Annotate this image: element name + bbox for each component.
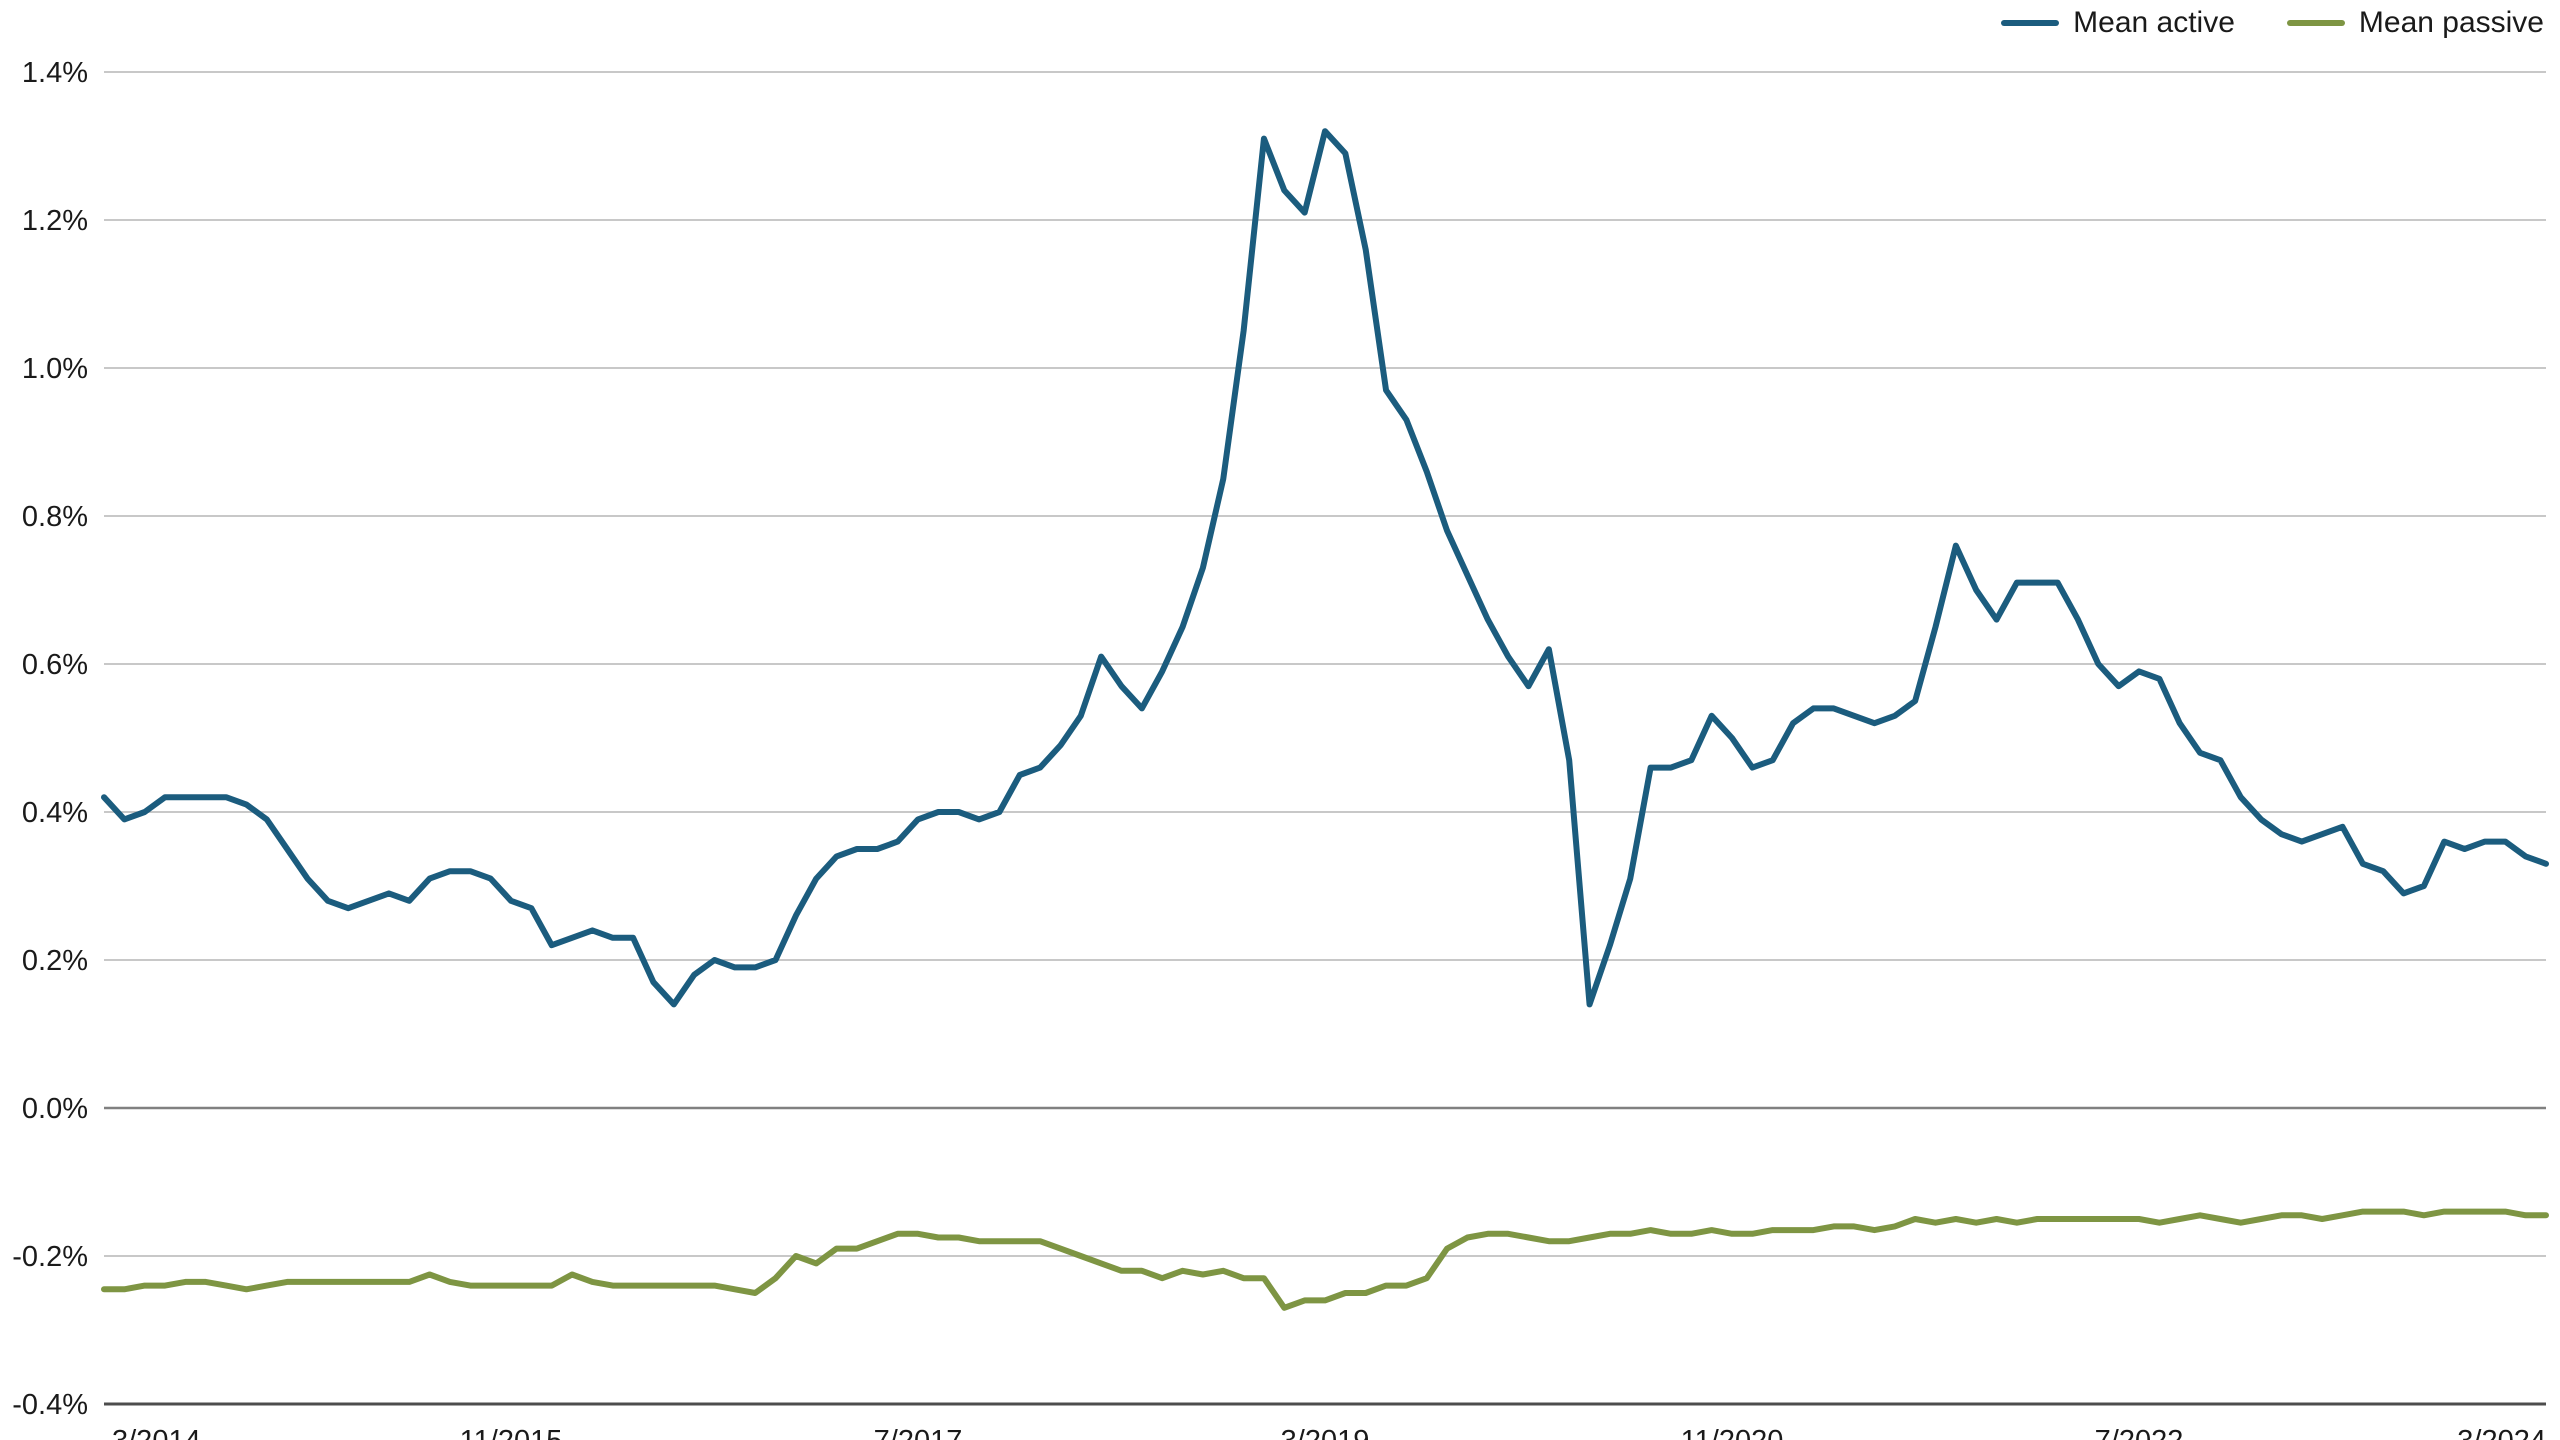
series-line-mean-passive xyxy=(101,1208,2549,1311)
y-tick-label: -0.2% xyxy=(12,1241,88,1273)
legend-item-mean-active: Mean active xyxy=(2001,6,2235,40)
x-tick-label: 3/2019 xyxy=(1281,1425,1370,1440)
y-tick-label: 0.4% xyxy=(22,797,88,829)
x-tick-label: 3/2024 xyxy=(2457,1425,2546,1440)
y-tick-label: 1.0% xyxy=(22,353,88,385)
x-tick-label: 11/2015 xyxy=(460,1425,563,1440)
x-tick-label: 3/2014 xyxy=(112,1425,201,1440)
legend: Mean active Mean passive xyxy=(2001,6,2544,40)
mean-active-line-icon xyxy=(2001,20,2060,26)
y-tick-label: 0.2% xyxy=(22,945,88,977)
mean-passive-line-icon xyxy=(2286,20,2345,26)
legend-label-mean-passive: Mean passive xyxy=(2358,6,2544,39)
y-tick-label: 1.4% xyxy=(22,57,88,89)
legend-item-mean-passive: Mean passive xyxy=(2286,6,2544,40)
series-line-mean-active xyxy=(101,128,2549,1008)
x-tick-label: 7/2017 xyxy=(874,1425,963,1440)
x-tick-label: 11/2020 xyxy=(1681,1425,1784,1440)
y-tick-label: 0.6% xyxy=(22,649,88,681)
y-tick-label: 0.8% xyxy=(22,501,88,533)
y-tick-label: -0.4% xyxy=(12,1389,88,1421)
y-tick-label: 0.0% xyxy=(22,1093,88,1125)
y-tick-label: 1.2% xyxy=(22,205,88,237)
legend-label-mean-active: Mean active xyxy=(2073,6,2235,39)
x-tick-label: 7/2022 xyxy=(2095,1425,2184,1440)
